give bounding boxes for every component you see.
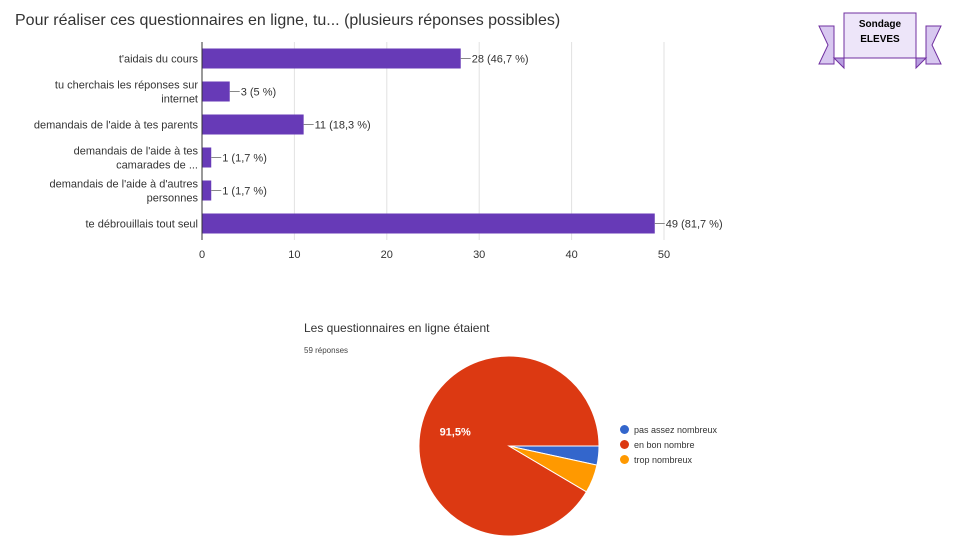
- bar: [202, 213, 655, 234]
- data-label: 1 (1,7 %): [222, 186, 267, 198]
- legend-item: trop nombreux: [620, 452, 717, 467]
- x-tick-label: 50: [658, 249, 670, 261]
- category-label: demandais de l'aide à d'autres: [49, 179, 198, 191]
- legend-swatch-pas-assez-nombreux: [620, 425, 629, 434]
- bar: [202, 114, 304, 135]
- legend-label: en bon nombre: [634, 439, 695, 450]
- legend-item: pas assez nombreux: [620, 422, 717, 437]
- survey-banner: Sondage ELEVES: [818, 12, 942, 70]
- pie-chart-response-count: 59 réponses: [304, 346, 349, 355]
- ribbon-shape: [818, 12, 942, 70]
- data-label: 49 (81,7 %): [666, 219, 723, 231]
- bar-chart: 0 10 20 30 40 50 28 (46,7 %) t'aidais du cours 3…: [34, 42, 723, 261]
- banner-line-2: ELEVES: [860, 34, 900, 45]
- x-tick-label: 40: [565, 249, 577, 261]
- legend-item: en bon nombre: [620, 437, 717, 452]
- pie-legend: pas assez nombreux en bon nombre trop no…: [620, 422, 717, 467]
- legend-label: pas assez nombreux: [634, 424, 718, 435]
- banner-line-1: Sondage: [858, 19, 902, 30]
- pie-slice: [508, 445, 598, 493]
- data-label: 28 (46,7 %): [472, 54, 529, 66]
- category-label: demandais de l'aide à tes: [74, 146, 199, 158]
- bar: [202, 81, 230, 102]
- category-label: tu cherchais les réponses sur: [55, 80, 198, 92]
- legend-swatch-trop-nombreux: [620, 455, 629, 464]
- x-tick-label: 30: [473, 249, 485, 261]
- data-label: 1 (1,7 %): [222, 153, 267, 165]
- legend-swatch-en-bon-nombre: [620, 440, 629, 449]
- data-label: 3 (5 %): [241, 87, 276, 99]
- slice-label: 91,5%: [440, 426, 471, 438]
- x-tick-label: 10: [288, 249, 300, 261]
- x-tick-label: 20: [381, 249, 393, 261]
- data-label: 11 (18,3 %): [315, 120, 371, 132]
- bar-chart-title: Pour réaliser ces questionnaires en lign…: [15, 12, 561, 29]
- category-label: te débrouillais tout seul: [85, 219, 198, 231]
- bar: [202, 180, 212, 201]
- category-label: personnes: [147, 193, 199, 205]
- legend-label: trop nombreux: [634, 454, 693, 465]
- category-label: t'aidais du cours: [119, 54, 199, 66]
- category-label: internet: [161, 94, 198, 106]
- pie-chart-title: Les questionnaires en ligne étaient: [304, 321, 490, 335]
- category-label: camarades de ...: [116, 160, 198, 172]
- category-label: demandais de l'aide à tes parents: [34, 120, 199, 132]
- bar: [202, 48, 461, 69]
- bar: [202, 147, 212, 168]
- x-tick-label: 0: [199, 249, 205, 261]
